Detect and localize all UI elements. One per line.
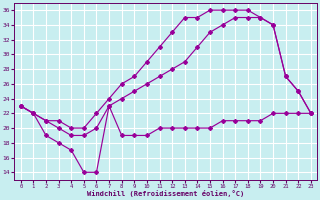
X-axis label: Windchill (Refroidissement éolien,°C): Windchill (Refroidissement éolien,°C) — [87, 190, 244, 197]
